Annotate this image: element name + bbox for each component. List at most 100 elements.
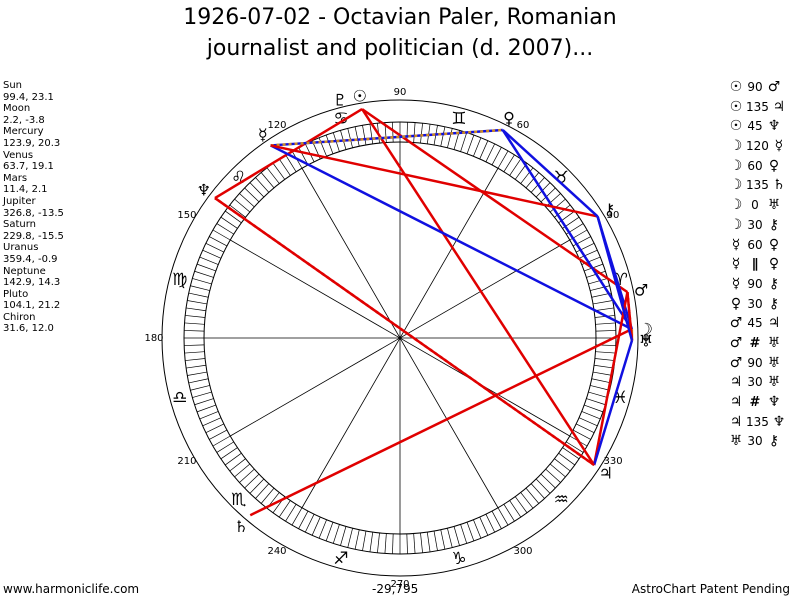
planet-glyph: ⚷ — [768, 433, 780, 450]
degree-tick — [594, 358, 615, 361]
degree-tick — [592, 300, 613, 305]
zodiac-aquarius-icon: ♒ — [554, 490, 569, 510]
aspect-legend-row: ☉ 135 ♃ — [728, 98, 787, 118]
planet-glyph: ☿ — [774, 138, 784, 155]
degree-tick — [392, 533, 394, 554]
planet-saturn-icon: ♄ — [234, 517, 248, 536]
degree-tick — [460, 524, 468, 544]
aspect-legend-row: ♂ 90 ♅ — [728, 354, 787, 374]
aspect-legend: ☉ 90 ♂ ☉ 135 ♃ ☉ 45 ♆ ☽ 120 ☿ ☽ 60 ♀ ☽ 135 ♄ ☽ 0 ♅ ☽ 30 ⚷ ☿ 60 ♀ ☿ ∥… — [728, 78, 787, 452]
planet-glyph: ♂ — [767, 79, 781, 95]
degree-tick — [298, 510, 309, 529]
degree-tick — [460, 132, 468, 152]
zodiac-virgo-icon: ♍ — [172, 270, 187, 290]
aspect-line — [270, 144, 633, 331]
degree-tick — [249, 478, 265, 494]
degree-tick — [426, 532, 431, 552]
aspect-symbol: 45 — [747, 316, 763, 331]
degree-label: 0 — [643, 333, 649, 344]
planet-glyph: ♆ — [767, 118, 781, 135]
degree-tick — [473, 519, 482, 539]
degree-tick — [291, 507, 303, 526]
outer-circle — [161, 99, 639, 577]
degree-tick — [549, 463, 566, 478]
degree-tick — [453, 526, 460, 546]
degree-tick — [558, 452, 575, 466]
planet-glyph: ☉ — [729, 98, 743, 115]
degree-tick — [590, 285, 610, 291]
degree-label: 150 — [177, 210, 196, 221]
aspect-symbol: 90 — [747, 80, 763, 94]
degree-tick — [590, 385, 610, 391]
degree-tick — [592, 371, 613, 376]
degree-tick — [447, 528, 453, 548]
aspect-line — [626, 292, 634, 341]
planet-glyph: ♀ — [768, 256, 780, 273]
degree-tick — [278, 500, 291, 518]
degree-tick — [514, 496, 528, 513]
aspect-legend-row: ☿ ∥ ♀ — [728, 255, 787, 275]
degree-tick — [466, 134, 475, 154]
degree-tick — [595, 351, 616, 354]
degree-tick — [545, 468, 561, 483]
planet-glyph: ♅ — [767, 374, 781, 391]
degree-tick — [184, 351, 205, 354]
degree-tick — [340, 526, 347, 546]
degree-tick — [272, 163, 286, 180]
degree-tick — [392, 122, 394, 143]
aspect-symbol: 30 — [747, 375, 763, 390]
planet-glyph: ♄ — [772, 177, 786, 194]
aspect-symbol: 120 — [746, 139, 769, 154]
planet-sun-icon: ☉ — [353, 86, 367, 105]
degree-tick — [535, 478, 551, 494]
degree-label: 180 — [144, 333, 163, 344]
planet-mercury-icon: ☿ — [258, 125, 268, 144]
degree-tick — [260, 487, 275, 504]
degree-tick — [576, 423, 595, 434]
degree-tick — [586, 398, 606, 406]
degree-tick — [485, 514, 496, 533]
aspect-line — [596, 216, 634, 341]
degree-tick — [325, 522, 334, 542]
degree-label: 30 — [607, 210, 620, 221]
degree-tick — [525, 172, 540, 189]
degree-tick — [503, 504, 515, 522]
degree-tick — [520, 167, 534, 184]
planet-glyph: ♀ — [730, 295, 742, 312]
degree-tick — [225, 210, 242, 224]
degree-tick — [591, 378, 612, 384]
degree-tick — [298, 147, 309, 166]
aspect-symbol: 60 — [747, 237, 763, 252]
degree-label: 90 — [394, 87, 407, 98]
planet-glyph: ♂ — [729, 334, 743, 351]
degree-tick — [497, 507, 509, 526]
degree-tick — [184, 322, 205, 325]
degree-tick — [185, 315, 206, 318]
aspect-legend-row: ♂ 45 ♃ — [728, 314, 787, 334]
aspect-symbol: # — [749, 395, 761, 410]
planet-venus-icon: ♀ — [503, 108, 515, 127]
degree-tick — [479, 140, 489, 160]
zodiac-taurus-icon: ♉ — [554, 168, 569, 188]
degree-label: 240 — [267, 546, 286, 557]
aspect-legend-row: ♀ 30 ⚷ — [728, 295, 787, 315]
aspect-symbol: 90 — [747, 276, 763, 291]
degree-tick — [255, 177, 270, 193]
aspect-line — [270, 144, 598, 218]
degree-tick — [377, 532, 380, 553]
degree-tick — [588, 391, 608, 398]
degree-label: 120 — [267, 120, 286, 131]
degree-tick — [369, 532, 374, 552]
website-link[interactable]: www.harmoniclife.com — [3, 582, 140, 596]
spoke-line — [230, 239, 570, 437]
degree-tick — [440, 529, 446, 550]
planet-chiron-icon: ⚷ — [604, 200, 616, 219]
patent-notice: AstroChart Patent Pending — [631, 582, 790, 596]
degree-tick — [196, 404, 216, 413]
degree-tick — [566, 441, 584, 453]
aspect-legend-row: ☽ 30 ⚷ — [728, 216, 787, 236]
aspect-legend-row: ♃ 30 ♅ — [728, 373, 787, 393]
zodiac-sagittarius-icon: ♐ — [333, 549, 348, 569]
degree-tick — [572, 429, 591, 440]
